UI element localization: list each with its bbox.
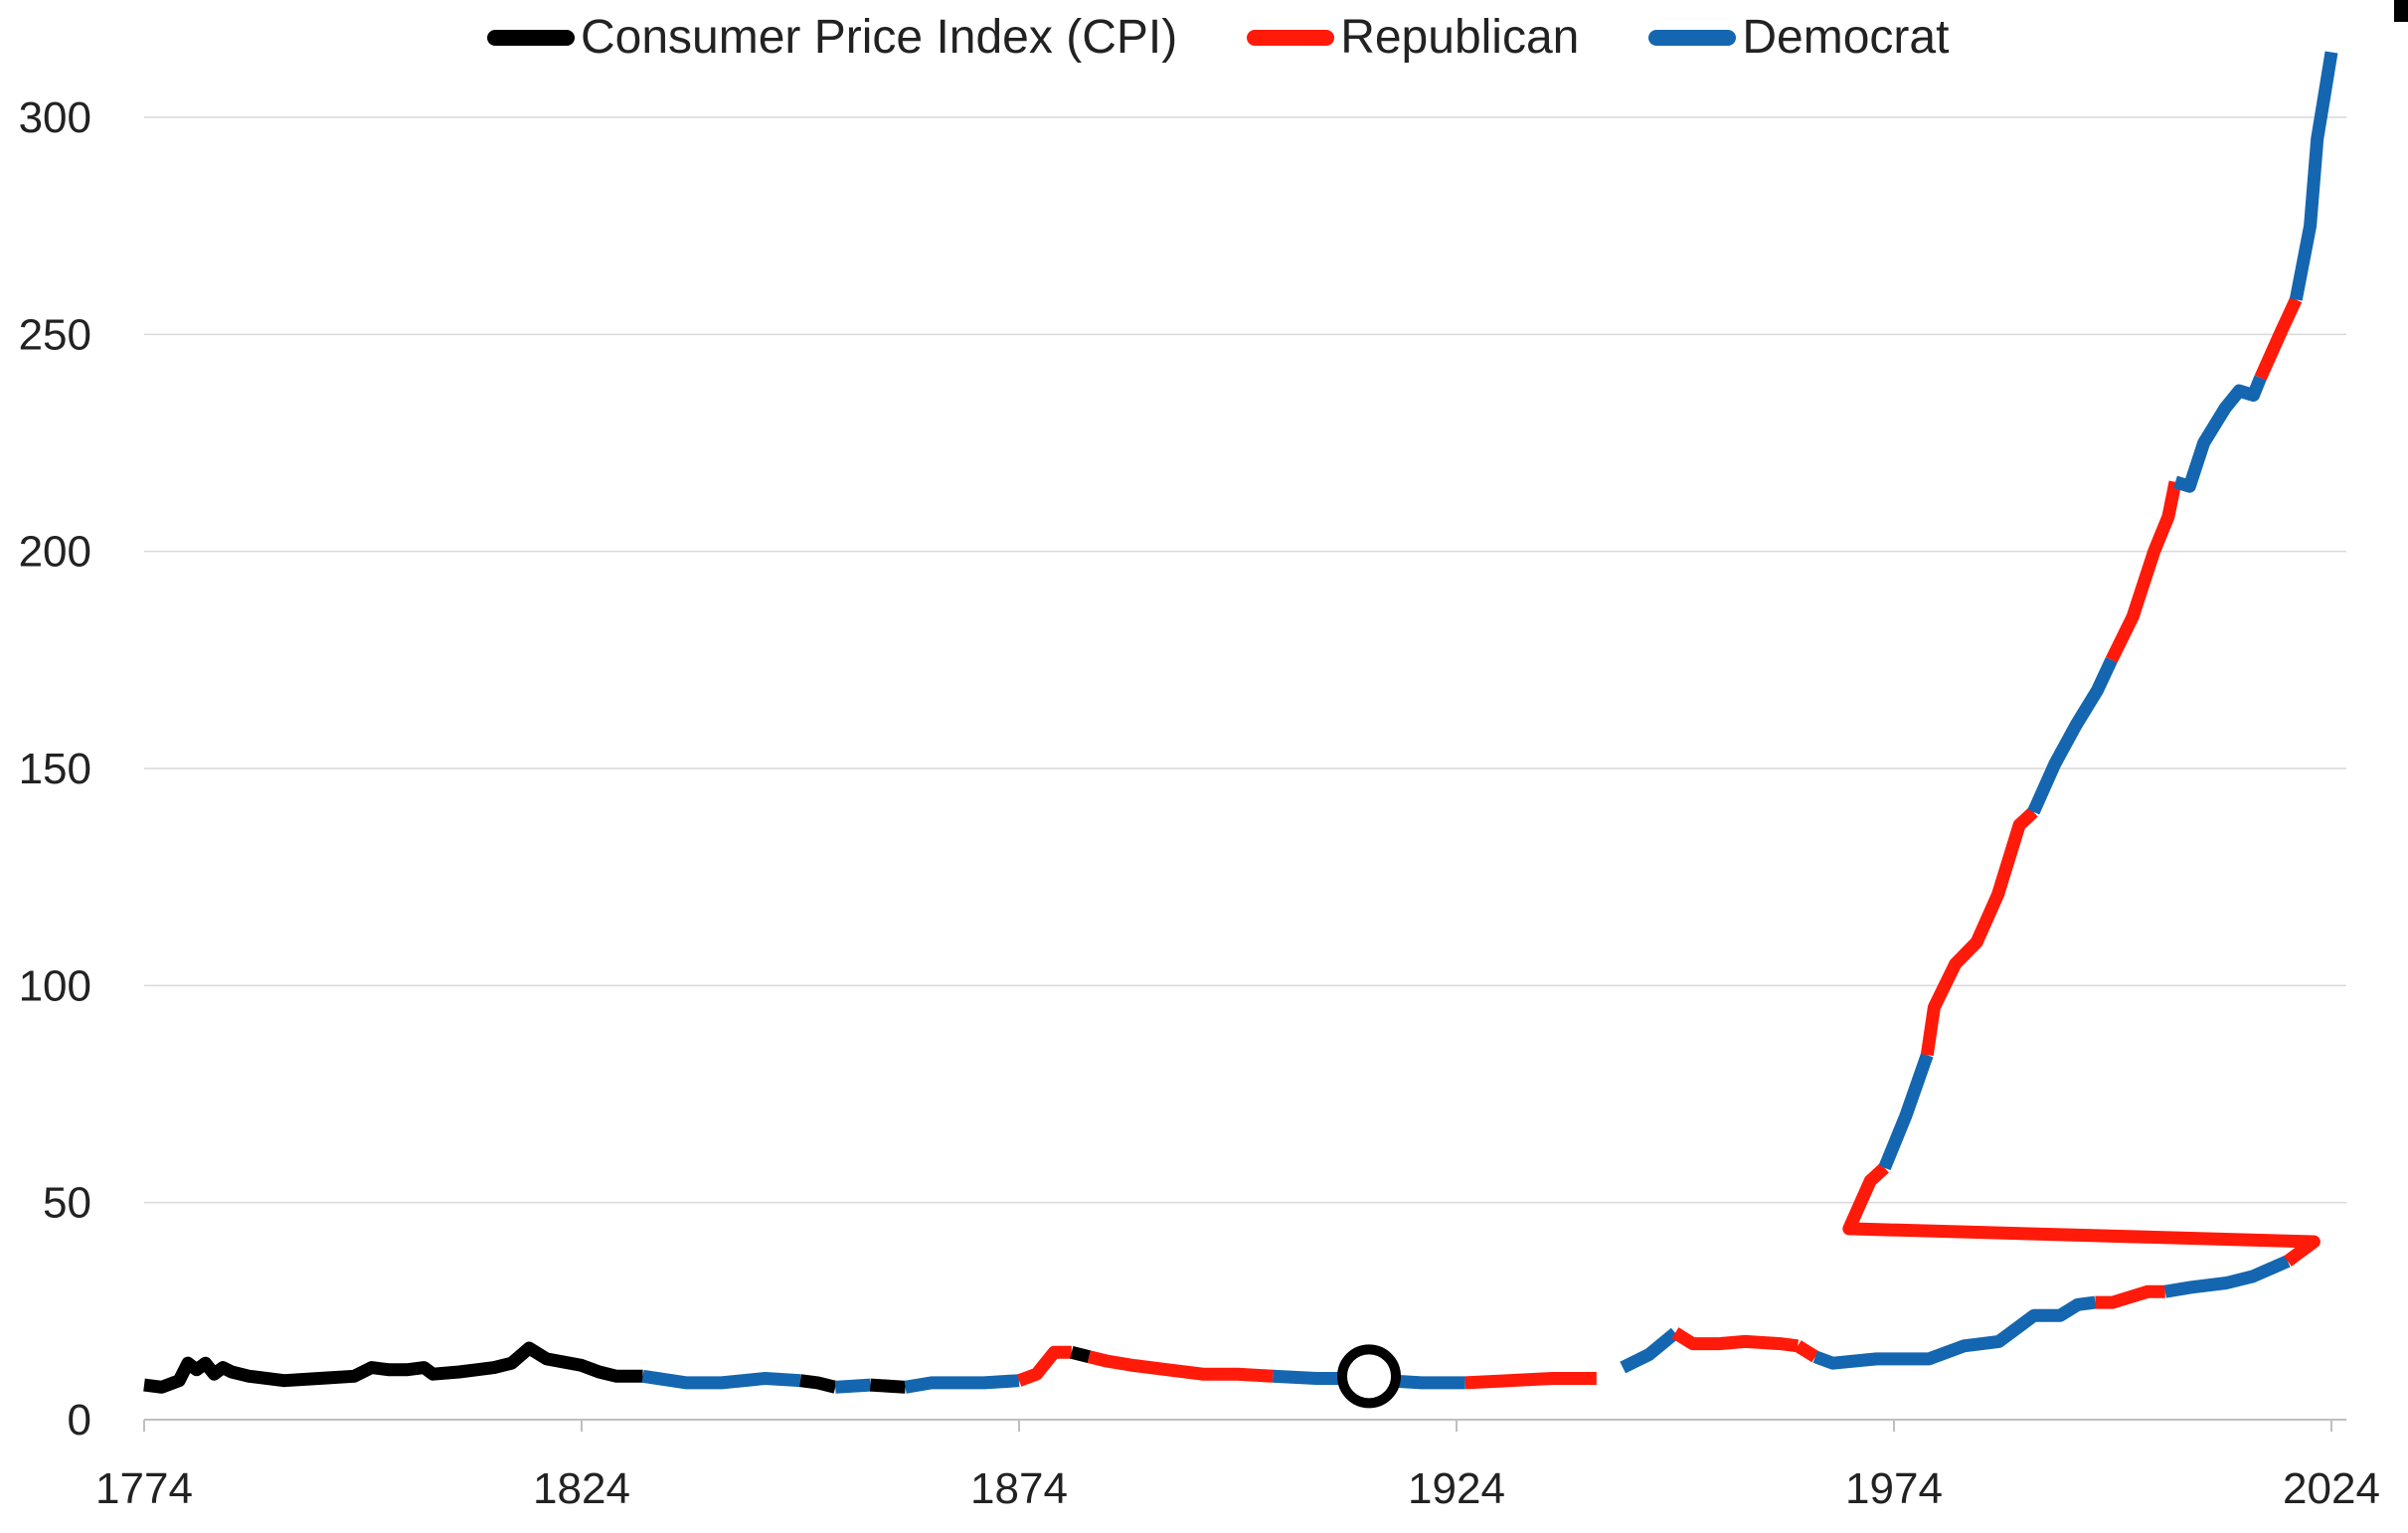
series-line-democrat [2289,51,2338,301]
series-line-republican [1920,806,2038,1057]
x-axis [143,1420,2332,1432]
y-tick-label: 100 [19,961,91,1010]
legend-item-republican: Republican [1247,10,1579,65]
y-axis-tick-labels: 0 50 100 150 200 250 300 [19,93,91,1445]
x-tick-label: 2024 [2283,1464,2380,1513]
series-line-cpi [1070,1345,1091,1364]
series-line-democrat [2173,375,2267,493]
y-tick-label: 200 [19,528,91,577]
annotation-circle [1337,1344,1401,1409]
x-axis-tick-labels: 1774 1824 1874 1924 1974 2024 [95,1464,2380,1513]
y-tick-label: 50 [43,1179,91,1228]
x-tick-label: 1874 [970,1464,1068,1513]
x-tick-label: 1974 [1845,1464,1943,1513]
grid-lines [144,116,2346,1421]
series-line-republican [2095,1284,2165,1309]
series-line-democrat [1878,1053,1934,1171]
series-line-democrat [1812,1295,2097,1370]
series-line-democrat [834,1378,871,1394]
series-line-republican [1464,1372,1597,1390]
x-tick-label: 1824 [533,1464,630,1513]
y-tick-label: 150 [19,745,91,793]
legend-swatch-cpi [487,29,575,46]
legend-item-cpi: Consumer Price Index (CPI) [487,10,1177,65]
y-tick-label: 250 [19,310,91,359]
series-line-cpi [869,1378,907,1394]
x-tick-label: 1924 [1408,1464,1505,1513]
legend-label-republican: Republican [1340,11,1580,64]
y-tick-label: 0 [68,1396,91,1445]
series-line-republican [1842,1162,2321,1267]
legend-label-cpi: Consumer Price Index (CPI) [581,11,1178,64]
series-line-democrat [2027,657,2118,815]
series-line-cpi [143,1341,643,1394]
series-line-democrat [904,1374,1020,1394]
series-lines [143,51,2338,1394]
legend-swatch-republican [1247,29,1335,46]
legend-label-democrat: Democrat [1742,11,1950,64]
series-line-republican [2105,480,2182,663]
edge-mark [2394,0,2408,22]
series-line-republican [2254,296,2303,381]
y-tick-label: 300 [19,93,91,142]
series-line-democrat [641,1369,801,1390]
chart-legend: Consumer Price Index (CPI) Republican De… [487,10,2018,65]
series-line-republican [1016,1345,1072,1387]
series-line-republican [1671,1327,1800,1353]
series-line-republican [1794,1340,1819,1363]
legend-swatch-democrat [1648,29,1737,46]
series-line-democrat [1620,1327,1680,1374]
annotation-marker [1337,1344,1401,1409]
x-tick-label: 1774 [95,1464,193,1513]
series-line-republican [1087,1350,1274,1383]
legend-item-democrat: Democrat [1648,10,1949,65]
series-line-cpi [799,1374,837,1394]
series-line-democrat [2163,1255,2291,1298]
